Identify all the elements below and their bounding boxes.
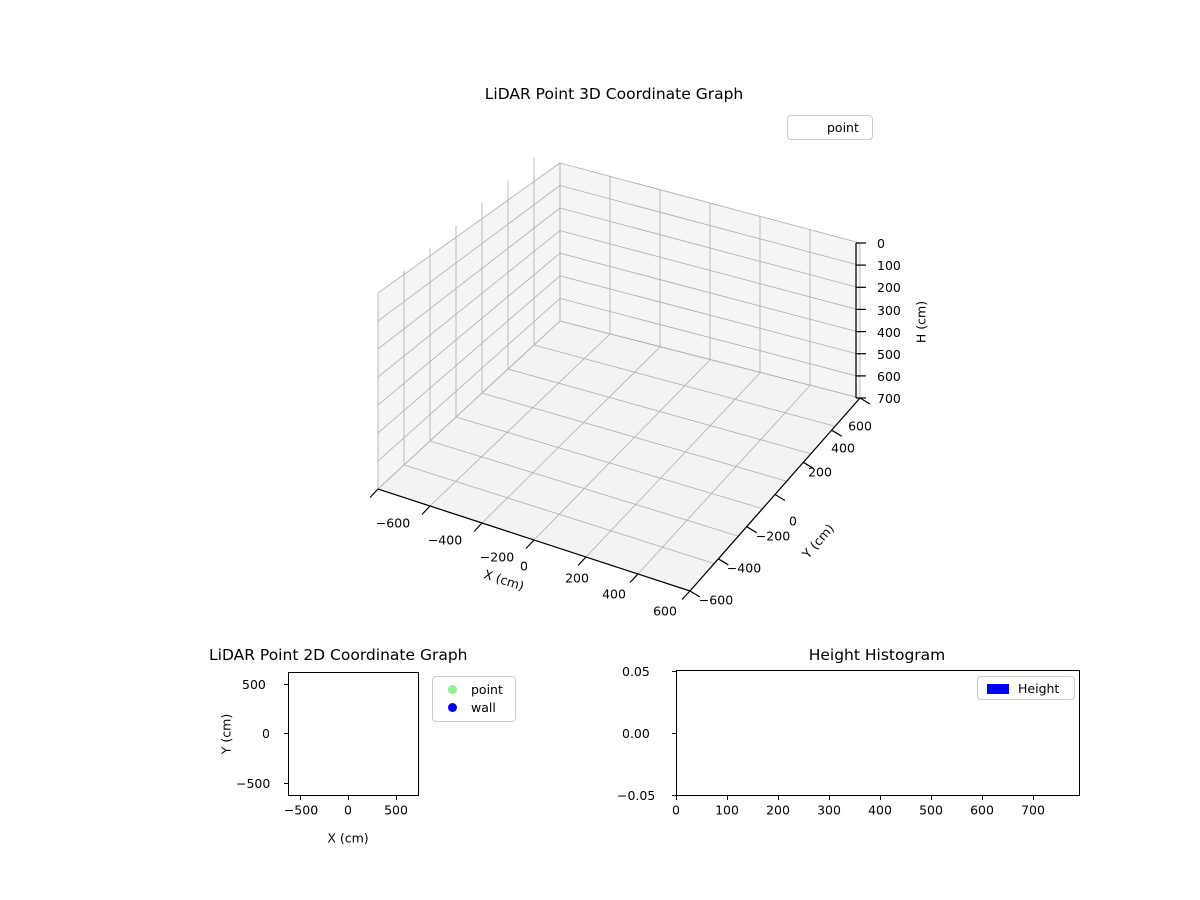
panel2d-xtick-mark-n500 [300,796,301,800]
panel3d-xtick-6: 600 [653,603,677,619]
panel2d-ylabel: Y (cm) [218,713,234,755]
hist-ytick-mark-005 [672,671,676,672]
lidar-2d-axes[interactable] [288,672,419,796]
legend-item-point[interactable]: point [437,680,511,698]
hist-xtick-2: 200 [766,802,790,818]
panel3d-ztick-2: 200 [877,280,901,295]
panel2d-xtick-0: −500 [283,802,319,818]
panel3d-ytick-0: −600 [698,592,734,608]
panel-hist-title: Height Histogram [808,646,946,664]
panel2d-ytick-1: 0 [262,726,270,741]
panel3d-ytick-4: 200 [808,464,832,480]
legend-label-wall: wall [471,699,496,715]
hist-xtick-mark-300 [829,796,830,800]
bar-patch-icon [982,683,1014,694]
panel2d-legend[interactable]: point wall [432,676,516,722]
legend-label-point: point [827,120,859,135]
panel2d-title: LiDAR Point 2D Coordinate Graph [209,646,468,664]
hist-xtick-mark-0 [676,796,677,800]
panel3d-ytick-3: 0 [789,513,797,529]
legend-label-height: Height [1018,681,1060,696]
panel3d-ztick-1: 100 [877,258,901,273]
left-wall-pane [378,163,560,489]
xaxis-ticks [369,488,691,600]
panel3d-xtick-3: 0 [520,558,528,574]
panel2d-xtick-2: 500 [384,802,408,818]
hist-ytick-mark-n005 [672,795,676,796]
legend-item-point[interactable]: point [793,118,867,137]
legend-label-point: point [471,681,503,697]
legend-item-height[interactable]: Height [982,679,1070,698]
panel3d-ytick-1: −400 [726,560,762,576]
panel2d-ytick-mark-n500 [284,783,288,784]
hist-legend[interactable]: Height [977,676,1075,700]
hist-ytick-2: −0.05 [617,788,656,803]
right-wall-gridlines [559,162,861,399]
panel2d-xlabel: X (cm) [327,830,369,846]
panel2d-ytick-mark-0 [284,733,288,734]
panel3d-ztick-0: 0 [877,236,885,251]
hist-xtick-mark-200 [778,796,779,800]
zaxis-ticks [856,242,866,399]
panel3d-xtick-2: −200 [479,549,515,565]
hist-xtick-6: 600 [970,802,994,818]
panel2d-xtick-mark-0 [348,796,349,800]
panel3d-xtick-4: 200 [565,570,589,586]
yaxis-ticks [689,397,871,598]
hist-ytick-mark-000 [672,733,676,734]
panel3d-legend[interactable]: point [787,115,873,140]
hist-xtick-mark-600 [982,796,983,800]
hist-xtick-mark-400 [880,796,881,800]
hist-xtick-4: 400 [868,802,892,818]
panel3d-xtick-1: −400 [427,532,463,548]
lidar-3d-axes[interactable] [300,110,920,630]
hist-xtick-mark-700 [1033,796,1034,800]
panel3d-ytick-2: −200 [755,528,791,544]
legend-item-wall[interactable]: wall [437,698,511,716]
hist-xtick-mark-100 [727,796,728,800]
circle-marker-icon [437,702,467,712]
axes3d-canvas [369,158,871,600]
hist-ytick-1: 0.00 [622,726,650,741]
hist-xtick-1: 100 [715,802,739,818]
panel3d-xtick-5: 400 [602,586,626,602]
panel3d-title: LiDAR Point 3D Coordinate Graph [484,85,744,103]
circle-marker-icon [437,684,467,694]
floor-pane [378,321,860,591]
panel3d-ztick-7: 700 [877,391,901,406]
hist-xtick-7: 700 [1021,802,1045,818]
panel2d-xtick-1: 0 [344,802,352,818]
hist-xtick-5: 500 [919,802,943,818]
panel3d-zlabel: H (cm) [913,300,929,344]
panel2d-ytick-mark-500 [284,684,288,685]
panel3d-xtick-0: −600 [375,515,411,531]
panel3d-ztick-3: 300 [877,303,901,318]
panel3d-ztick-4: 400 [877,325,901,340]
panel3d-ztick-6: 600 [877,369,901,384]
panel2d-ytick-0: 500 [242,677,266,692]
hist-xtick-0: 0 [672,802,680,818]
hist-xtick-mark-500 [931,796,932,800]
panel3d-ytick-5: 400 [831,440,855,456]
hist-ytick-0: 0.05 [622,664,650,679]
panel2d-ytick-2: −500 [236,776,271,791]
panel3d-ytick-6: 600 [848,418,872,434]
panel3d-ztick-5: 500 [877,347,901,362]
hist-xtick-3: 300 [817,802,841,818]
panel2d-xtick-mark-500 [396,796,397,800]
